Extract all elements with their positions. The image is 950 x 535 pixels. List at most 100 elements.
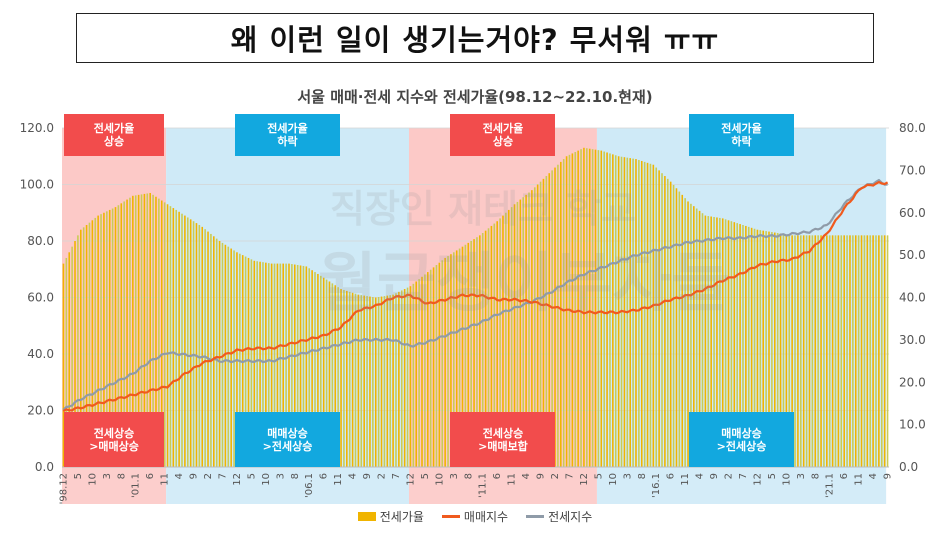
bar (201, 226, 204, 467)
x-tick-label: 4 (521, 473, 532, 479)
bar (574, 152, 577, 467)
bar (606, 152, 608, 467)
bar (267, 263, 270, 467)
phase-band-axis (62, 467, 167, 504)
bar (846, 235, 848, 467)
bar (672, 184, 675, 468)
bar (557, 164, 559, 467)
bar (331, 283, 334, 467)
bar (195, 223, 198, 467)
bar (325, 279, 328, 467)
bar (661, 173, 663, 467)
bar (716, 217, 718, 467)
bar (513, 204, 516, 467)
x-tick-label: 3 (449, 473, 460, 479)
bar (545, 176, 548, 467)
bar (175, 209, 178, 468)
bar (374, 297, 377, 467)
phase-label-bottom: 전세상승 >매매상승 (64, 412, 165, 467)
bar (426, 272, 429, 467)
x-tick-label: 2 (724, 473, 735, 479)
bar (351, 292, 354, 467)
bar (366, 296, 368, 467)
bar (675, 188, 678, 467)
bar (383, 296, 386, 467)
x-tick-label: 3 (102, 473, 113, 479)
bar (762, 230, 765, 467)
bar (666, 178, 669, 467)
x-tick-label: 6 (839, 473, 850, 479)
bar (369, 296, 371, 467)
x-tick-label: 12 (405, 473, 416, 486)
y-right-tick-label: 50.0 (899, 248, 926, 262)
bar (638, 160, 640, 467)
bar (114, 207, 117, 467)
bar (707, 216, 710, 467)
bar (831, 235, 834, 467)
bar (565, 156, 568, 467)
bar (172, 208, 175, 467)
bar (435, 265, 438, 467)
x-tick-label: 4 (174, 473, 185, 479)
bar (516, 201, 519, 467)
bar (184, 215, 186, 467)
bar (719, 217, 721, 467)
x-tick-label: 11 (160, 473, 171, 486)
bar (875, 235, 877, 467)
x-tick-label: 3 (796, 473, 807, 479)
bar (247, 257, 250, 467)
bar (591, 149, 594, 467)
x-tick-label: 10 (261, 473, 272, 486)
phase-label-bottom: 매매상승 >전세상승 (235, 412, 341, 467)
headline: 왜 이런 일이 생기는거야? 무서워 ㅠㅠ (230, 23, 720, 57)
bar (869, 235, 871, 467)
bar (528, 192, 530, 468)
bar (227, 246, 230, 467)
y-right-tick-label: 10.0 (899, 418, 926, 432)
bar (282, 263, 285, 467)
x-tick-label: 4 (348, 473, 359, 479)
bar (643, 161, 646, 467)
bar (415, 281, 418, 467)
y-left-tick-label: 80.0 (27, 234, 54, 248)
bar (655, 167, 658, 468)
bar (479, 235, 481, 467)
bar (759, 230, 762, 467)
bar (522, 197, 525, 467)
bar (143, 193, 146, 467)
bar (88, 222, 91, 467)
bar (687, 201, 689, 467)
x-tick-label: '01.1 (131, 473, 142, 498)
x-tick-label: 7 (217, 473, 228, 479)
bar (455, 250, 458, 467)
bar (771, 232, 773, 467)
bar (588, 148, 591, 467)
bar (739, 224, 741, 467)
bar (658, 170, 660, 467)
bar (230, 248, 232, 467)
series-line-sale (62, 181, 889, 413)
bar (450, 254, 452, 467)
x-tick-label: '98.12 (58, 473, 69, 504)
bar (123, 201, 125, 467)
bar (695, 208, 698, 467)
bar (132, 195, 134, 468)
bar (554, 167, 556, 468)
bar (742, 224, 744, 467)
y-right-tick-label: 0.0 (899, 460, 918, 474)
bar (817, 235, 819, 467)
phase-label-top: 전세가율 상승 (64, 114, 165, 156)
bar (308, 268, 311, 467)
y-right-tick-label: 80.0 (899, 121, 926, 135)
bar (91, 220, 94, 467)
x-tick-label: 9 (883, 473, 894, 479)
bar (476, 237, 478, 467)
y-right-tick-label: 40.0 (899, 291, 926, 305)
x-tick-label: 9 (709, 473, 720, 479)
bar (322, 277, 325, 467)
x-tick-label: '11.1 (478, 473, 489, 498)
bar (629, 158, 631, 467)
bar (337, 287, 339, 467)
y-right-tick-label: 70.0 (899, 163, 926, 177)
bar (328, 281, 331, 467)
